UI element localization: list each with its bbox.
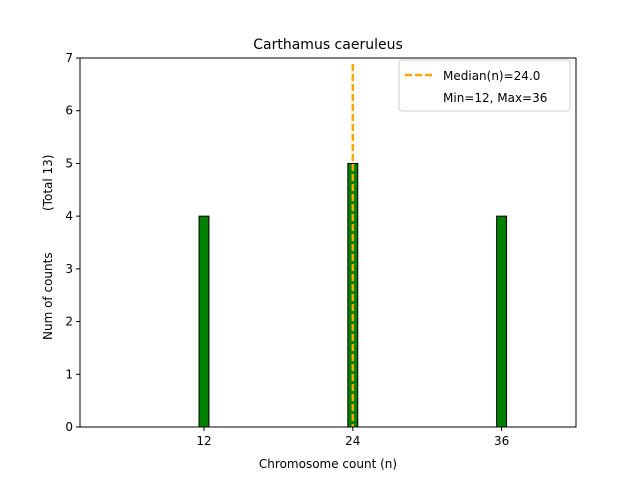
legend-median-label: Median(n)=24.0 (443, 69, 540, 83)
y-tick-label-4: 4 (65, 209, 73, 223)
y-axis-total-label: (Total 13) (41, 155, 55, 211)
chart-title: Carthamus caeruleus (253, 37, 403, 53)
legend-box (398, 59, 571, 112)
bar-36 (496, 215, 508, 428)
axes-frame (79, 57, 577, 428)
x-tick-label-24: 24 (345, 434, 360, 448)
y-tick-label-6: 6 (65, 104, 73, 118)
y-tick-label-7: 7 (65, 51, 73, 65)
y-tick-label-2: 2 (65, 315, 73, 329)
x-tick-label-12: 12 (196, 434, 211, 448)
legend-range-label: Min=12, Max=36 (443, 91, 547, 105)
y-axis-label: Num of counts (41, 252, 55, 340)
x-tick-label-36: 36 (494, 434, 509, 448)
y-tick-label-1: 1 (65, 367, 73, 381)
y-tick-label-0: 0 (65, 420, 73, 434)
legend: Median(n)=24.0 Min=12, Max=36 (398, 59, 571, 112)
bar-12 (198, 215, 210, 428)
y-tick-label-5: 5 (65, 156, 73, 170)
x-axis-label: Chromosome count (n) (259, 457, 397, 471)
y-tick-label-3: 3 (65, 262, 73, 276)
